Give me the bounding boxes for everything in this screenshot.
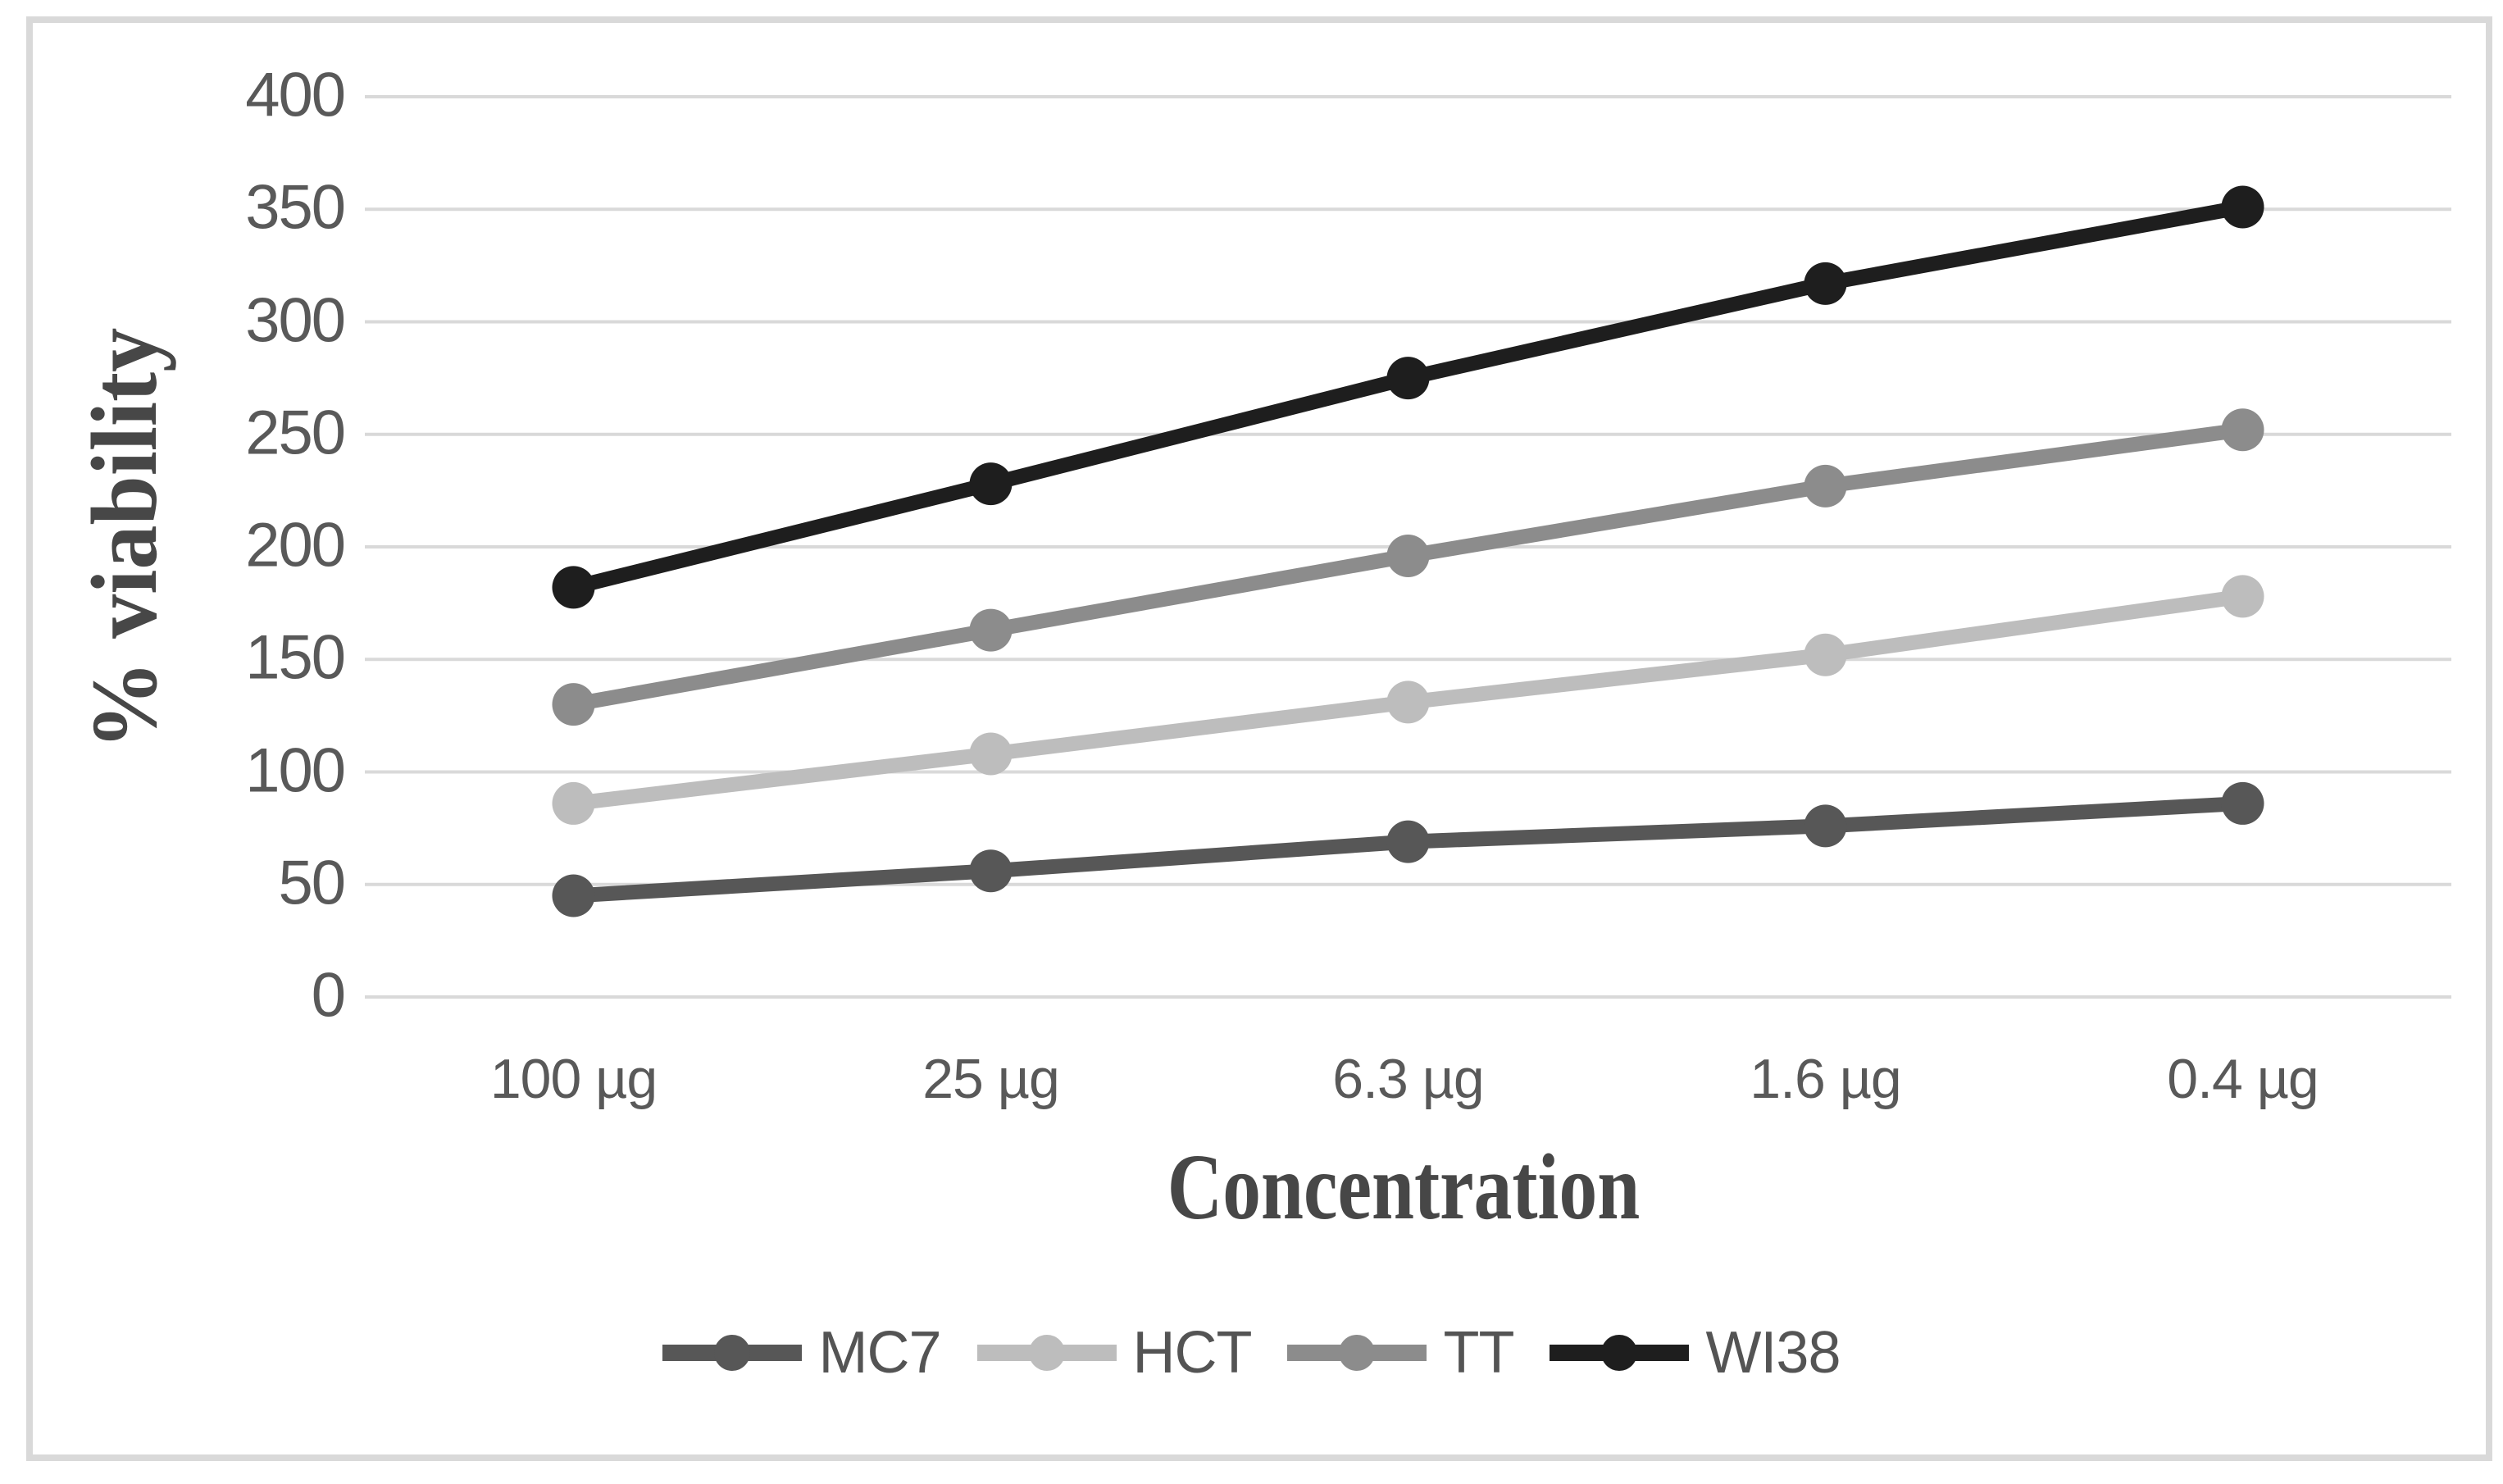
data-point-TT-2 (1386, 534, 1430, 577)
y-tick-label-50: 50 (278, 848, 346, 918)
data-point-HCT-0 (552, 781, 595, 825)
legend-item-MC7: MC7 (662, 1320, 942, 1386)
legend-dot-TT (1339, 1335, 1376, 1371)
data-point-WI38-2 (1386, 357, 1430, 400)
data-point-TT-4 (2221, 408, 2264, 452)
x-tick-label-2: 6.3 µg (1332, 1048, 1484, 1110)
data-point-HCT-2 (1386, 681, 1430, 724)
x-tick-label-1: 25 µg (922, 1048, 1060, 1110)
data-point-HCT-3 (1804, 633, 1847, 676)
x-tick-label-4: 0.4 µg (2167, 1048, 2319, 1110)
legend-label-TT: TT (1443, 1320, 1514, 1386)
data-point-WI38-4 (2221, 185, 2264, 229)
y-tick-label-250: 250 (245, 398, 346, 468)
legend-item-TT: TT (1287, 1320, 1514, 1386)
data-point-MC7-0 (552, 874, 595, 917)
chart-frame (26, 16, 2492, 1461)
y-tick-label-0: 0 (311, 960, 346, 1031)
data-point-MC7-3 (1804, 804, 1847, 848)
legend-item-HCT: HCT (976, 1320, 1253, 1386)
legend: MC7 HCT TT WI38 (0, 1323, 2503, 1382)
legend-item-WI38: WI38 (1550, 1320, 1841, 1386)
data-point-HCT-1 (969, 732, 1013, 776)
data-point-WI38-3 (1804, 262, 1847, 305)
legend-dot-HCT (1028, 1335, 1065, 1371)
y-tick-label-350: 350 (245, 172, 346, 243)
legend-dot-MC7 (714, 1335, 751, 1371)
x-axis-title: Concentration (1167, 1135, 1641, 1239)
y-tick-label-200: 200 (245, 510, 346, 580)
y-axis-title: % viability (72, 327, 176, 750)
data-point-HCT-4 (2221, 575, 2264, 618)
data-point-MC7-4 (2221, 781, 2264, 825)
data-point-WI38-0 (552, 566, 595, 609)
y-tick-label-100: 100 (245, 735, 346, 805)
legend-marker-icon (1550, 1335, 1690, 1371)
x-tick-label-3: 1.6 µg (1750, 1048, 1901, 1110)
data-point-MC7-2 (1386, 820, 1430, 863)
data-point-TT-3 (1804, 464, 1847, 508)
legend-marker-icon (1287, 1335, 1427, 1371)
legend-label-MC7: MC7 (818, 1320, 941, 1386)
legend-label-HCT: HCT (1132, 1320, 1253, 1386)
legend-marker-icon (662, 1335, 803, 1371)
data-point-MC7-1 (969, 849, 1013, 893)
legend-label-WI38: WI38 (1705, 1320, 1841, 1386)
data-point-TT-0 (552, 683, 595, 726)
y-tick-label-150: 150 (245, 622, 346, 693)
legend-marker-icon (976, 1335, 1117, 1371)
y-tick-label-400: 400 (245, 60, 346, 130)
y-tick-label-300: 300 (245, 285, 346, 355)
data-point-WI38-1 (969, 462, 1013, 506)
data-point-TT-1 (969, 608, 1013, 652)
legend-dot-WI38 (1601, 1335, 1638, 1371)
x-tick-label-0: 100 µg (489, 1048, 658, 1110)
